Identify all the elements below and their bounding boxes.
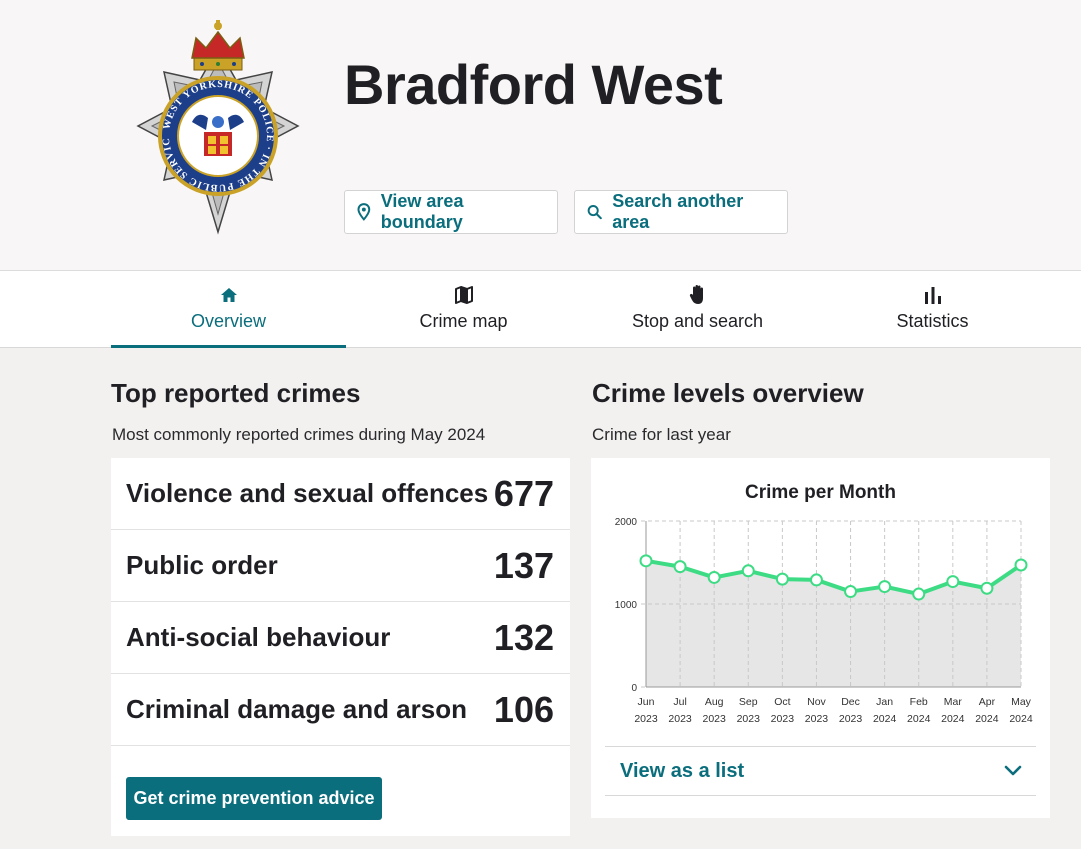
page-title: Bradford West [344, 53, 723, 116]
chart-y-tick-label: 1000 [615, 600, 638, 611]
chevron-down-icon [1004, 765, 1022, 776]
crime-count: 677 [493, 472, 554, 514]
search-icon [587, 205, 602, 220]
chart-data-point [844, 585, 858, 599]
crime-count: 137 [493, 544, 554, 586]
chart-title: Crime per Month [745, 482, 896, 503]
chart-data-point [775, 572, 789, 586]
view-as-list-toggle[interactable]: View as a list [605, 746, 1036, 796]
chart-data-point [878, 580, 892, 594]
crime-levels-subtitle: Crime for last year [592, 425, 731, 444]
chart-x-tick-label: Apr [979, 696, 996, 708]
chart-x-tick-label: 2023 [771, 713, 795, 725]
crime-levels-title: Crime levels overview [592, 378, 864, 408]
crime-list-item: Anti-social behaviour 132 [111, 602, 570, 674]
home-icon [220, 283, 238, 307]
chart-x-tick-label: Aug [705, 696, 724, 708]
crime-list-item: Violence and sexual offences 677 [111, 458, 570, 530]
chart-x-tick-label: May [1011, 696, 1032, 708]
chart-x-tick-label: Feb [910, 696, 928, 708]
tab-statistics-label: Statistics [896, 311, 969, 331]
crime-name: Public order [126, 550, 278, 580]
chart-x-tick-label: 2023 [737, 713, 761, 725]
crime-name: Anti-social behaviour [126, 622, 391, 652]
chart-x-tick-label: 2023 [839, 713, 863, 725]
chart-x-tick-label: 2024 [907, 713, 931, 725]
tab-overview[interactable]: Overview [111, 271, 346, 348]
view-area-boundary-button[interactable]: View area boundary [344, 190, 558, 234]
crime-chart-card: Crime per Month 0 1000 2000 Jun 2023 Jul 2023 A… [591, 458, 1050, 818]
chart-x-tick-label: 2024 [975, 713, 999, 725]
search-another-area-label: Search another area [612, 191, 744, 232]
search-another-area-button[interactable]: Search another area [574, 190, 788, 234]
chart-x-tick-label: Jun [638, 696, 655, 708]
top-crimes-title: Top reported crimes [111, 378, 361, 408]
tab-crime-map-label: Crime map [419, 311, 508, 331]
tab-statistics[interactable]: Statistics [815, 271, 1050, 348]
crime-count: 132 [493, 616, 554, 658]
chart-x-tick-label: 2024 [873, 713, 897, 725]
chart-x-tick-label: Jan [876, 696, 893, 708]
tab-overview-label: Overview [190, 311, 266, 331]
chart-x-tick-label: Mar [944, 696, 963, 708]
crime-list-item: Public order 137 [111, 530, 570, 602]
chart-data-point [673, 560, 687, 574]
chart-x-tick-label: Jul [673, 696, 686, 708]
section-tabs: Overview Crime map Stop and search Stati… [0, 271, 1081, 348]
tab-stop-and-search-label: Stop and search [631, 311, 764, 331]
crime-count: 106 [493, 688, 554, 730]
chart-data-point [980, 581, 994, 595]
tab-crime-map[interactable]: Crime map [346, 271, 581, 348]
chart-area-fill [646, 560, 1021, 687]
chart-x-tick-label: 2023 [668, 713, 692, 725]
chart-y-tick-label: 0 [631, 683, 637, 694]
chart-x-tick-label: Oct [774, 696, 790, 708]
chart-x-tick-label: 2023 [634, 713, 658, 725]
chart-data-point [946, 575, 960, 589]
page-header: WEST YORKSHIRE POLICE · IN THE PUBLIC SE… [0, 0, 1081, 271]
bar-chart-icon [923, 283, 943, 307]
chart-data-point [1014, 558, 1028, 572]
chart-data-point [707, 570, 721, 584]
hand-icon [689, 283, 707, 307]
chart-x-tick-label: 2024 [941, 713, 965, 725]
crime-list-item: Criminal damage and arson 106 [111, 674, 570, 746]
police-badge-logo: WEST YORKSHIRE POLICE · IN THE PUBLIC SE… [122, 10, 310, 236]
view-area-boundary-label: View area boundary [380, 191, 464, 232]
top-crimes-card: Violence and sexual offences 677 Public … [111, 458, 570, 836]
chart-x-tick-label: 2023 [805, 713, 829, 725]
chart-data-point [741, 564, 755, 578]
chart-x-tick-label: 2023 [703, 713, 727, 725]
tab-stop-and-search[interactable]: Stop and search [580, 271, 815, 348]
chart-data-point [639, 554, 653, 568]
view-as-list-label: View as a list [620, 759, 745, 782]
crime-name: Violence and sexual offences [126, 478, 489, 508]
crime-name: Criminal damage and arson [126, 694, 467, 724]
chart-x-tick-label: 2024 [1009, 713, 1033, 725]
map-icon [454, 283, 474, 307]
top-crimes-subtitle: Most commonly reported crimes during May… [112, 425, 486, 444]
chart-data-point [809, 573, 823, 587]
chart-x-tick-label: Nov [807, 696, 826, 708]
crime-per-month-chart: 0 1000 2000 Jun 2023 Jul 2023 Aug 2023 Sep 2023 Oct… [615, 517, 1033, 725]
crime-prevention-advice-button[interactable]: Get crime prevention advice [126, 777, 382, 820]
chart-x-tick-label: Dec [841, 696, 860, 708]
chart-y-tick-label: 2000 [615, 517, 638, 528]
chart-data-point [912, 587, 926, 601]
map-pin-icon [357, 203, 371, 221]
chart-x-tick-label: Sep [739, 696, 758, 708]
